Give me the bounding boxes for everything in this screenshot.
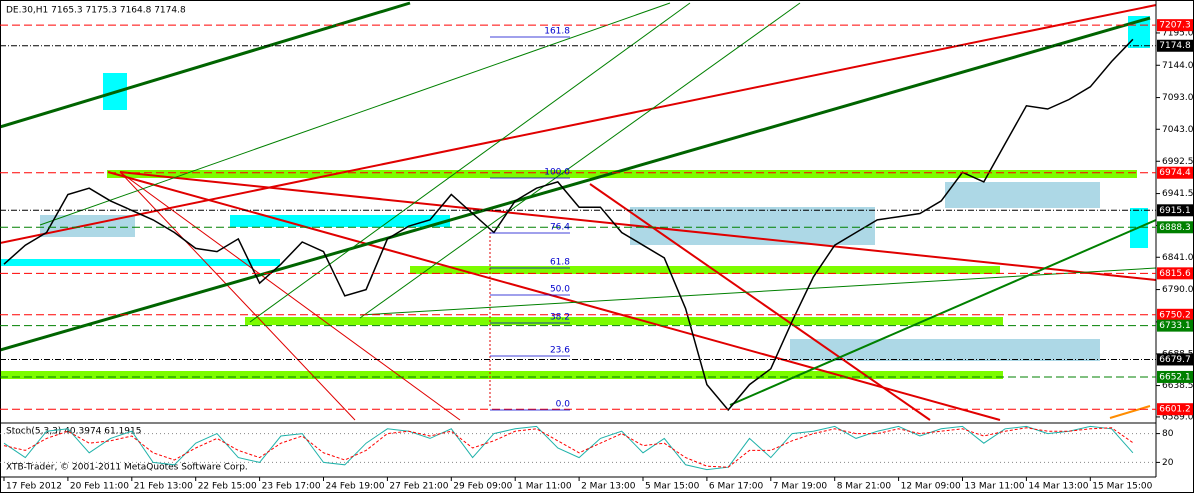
fib-label: 76.4	[550, 223, 570, 233]
band	[245, 317, 1003, 325]
copyright: XTB-Trader, © 2001-2011 MetaQuotes Softw…	[6, 463, 248, 473]
x-tick-label: 23 Feb 17:00	[262, 482, 321, 492]
price-label: 6601.2	[1159, 405, 1191, 415]
series-line	[3, 427, 1134, 468]
price-label-box	[1157, 308, 1193, 321]
price-label-box	[1157, 370, 1193, 383]
trendline	[729, 219, 1157, 406]
x-tick-label: 27 Feb 21:00	[389, 482, 448, 492]
y-tick-label: 6992.5	[1162, 157, 1194, 167]
x-tick-label: 5 Mar 15:00	[645, 482, 700, 492]
indicator-title: Stoch(5,3,3) 40.3974 61.1915	[6, 427, 141, 437]
chart-title: DE.30,H1 7165.3 7175.3 7164.8 7174.8	[6, 6, 186, 16]
fib-label: 61.8	[550, 258, 570, 268]
y-tick-label: 6638.5	[1162, 381, 1194, 391]
y-tick-label: 6841.0	[1162, 253, 1194, 263]
fib-label: 23.6	[550, 346, 570, 356]
x-tick-label: 15 Mar 15:00	[1092, 482, 1152, 492]
fib-label: 38.2	[550, 313, 570, 323]
price-label-box	[1157, 319, 1193, 332]
trendline	[0, 16, 1151, 352]
trendline	[119, 171, 461, 421]
trendline	[0, 4, 1157, 244]
price-label: 6750.2	[1159, 310, 1191, 320]
price-label-box	[1157, 39, 1193, 52]
price-label-box	[1157, 353, 1193, 366]
x-tick-label: 1 Mar 11:00	[517, 482, 572, 492]
zone	[230, 215, 450, 227]
x-tick-label: 2 Mar 13:00	[581, 482, 636, 492]
trendline	[0, 1, 411, 129]
trendline	[39, 2, 671, 226]
y-tick-label: 7043.0	[1162, 125, 1194, 135]
y-tick-label: 7144.0	[1162, 61, 1194, 71]
price-label: 6915.1	[1159, 206, 1191, 216]
y-tick-label: 80	[1162, 429, 1174, 439]
y-tick-label: 6790.0	[1162, 285, 1194, 295]
x-tick-label: 17 Feb 2012	[6, 482, 62, 492]
price-label-box	[1157, 221, 1193, 234]
y-tick-label: 6941.5	[1162, 189, 1194, 199]
x-tick-label: 12 Mar 09:00	[901, 482, 961, 492]
price-label-box	[1157, 403, 1193, 416]
x-tick-label: 22 Feb 15:00	[198, 482, 257, 492]
price-label: 6733.1	[1159, 321, 1191, 331]
price-label: 6974.4	[1159, 168, 1191, 178]
y-tick-label: 7093.0	[1162, 93, 1194, 103]
x-tick-label: 29 Feb 09:00	[453, 482, 512, 492]
x-tick-label: 21 Feb 13:00	[134, 482, 193, 492]
trendline	[589, 183, 931, 421]
price-label: 6815.6	[1159, 269, 1191, 279]
trendline	[359, 2, 801, 319]
series-line	[3, 38, 1134, 412]
x-tick-label: 6 Mar 17:00	[709, 482, 764, 492]
trendline	[249, 2, 691, 323]
price-label: 7207.3	[1159, 21, 1191, 31]
x-tick-label: 14 Mar 13:00	[1028, 482, 1088, 492]
price-label: 7174.8	[1159, 41, 1191, 51]
price-label-box	[1157, 19, 1193, 32]
x-tick-label: 7 Mar 19:00	[773, 482, 828, 492]
fib-label: 100.0	[544, 168, 570, 178]
fib-label: 50.0	[550, 285, 570, 295]
price-label-box	[1157, 204, 1193, 217]
y-tick-label: 7195.0	[1162, 28, 1194, 38]
trendline	[119, 171, 1157, 281]
x-tick-label: 20 Feb 11:00	[70, 482, 129, 492]
decorations	[0, 1, 1157, 421]
series-line	[3, 425, 1134, 471]
zone	[945, 182, 1100, 208]
price-label: 6888.3	[1159, 223, 1191, 233]
x-tick-label: 8 Mar 21:00	[837, 482, 892, 492]
trendline	[359, 267, 1157, 316]
band	[0, 371, 1003, 379]
y-tick-label: 6589.0	[1162, 412, 1194, 422]
zone	[0, 259, 280, 266]
price-label: 6679.7	[1159, 355, 1191, 365]
price-label: 6652.1	[1159, 372, 1191, 382]
price-label-box	[1157, 166, 1193, 179]
y-tick-label: 20	[1162, 458, 1174, 468]
fib-label: 161.8	[544, 27, 570, 37]
band	[107, 170, 1137, 178]
zone	[630, 207, 875, 245]
x-tick-label: 24 Feb 19:00	[326, 482, 385, 492]
fib-label: 0.0	[556, 400, 571, 410]
band	[410, 266, 1000, 274]
trendline	[119, 171, 356, 421]
price-label-box	[1157, 267, 1193, 280]
trendline	[107, 171, 1001, 421]
trendline	[1109, 405, 1151, 419]
x-tick-label: 13 Mar 11:00	[965, 482, 1025, 492]
